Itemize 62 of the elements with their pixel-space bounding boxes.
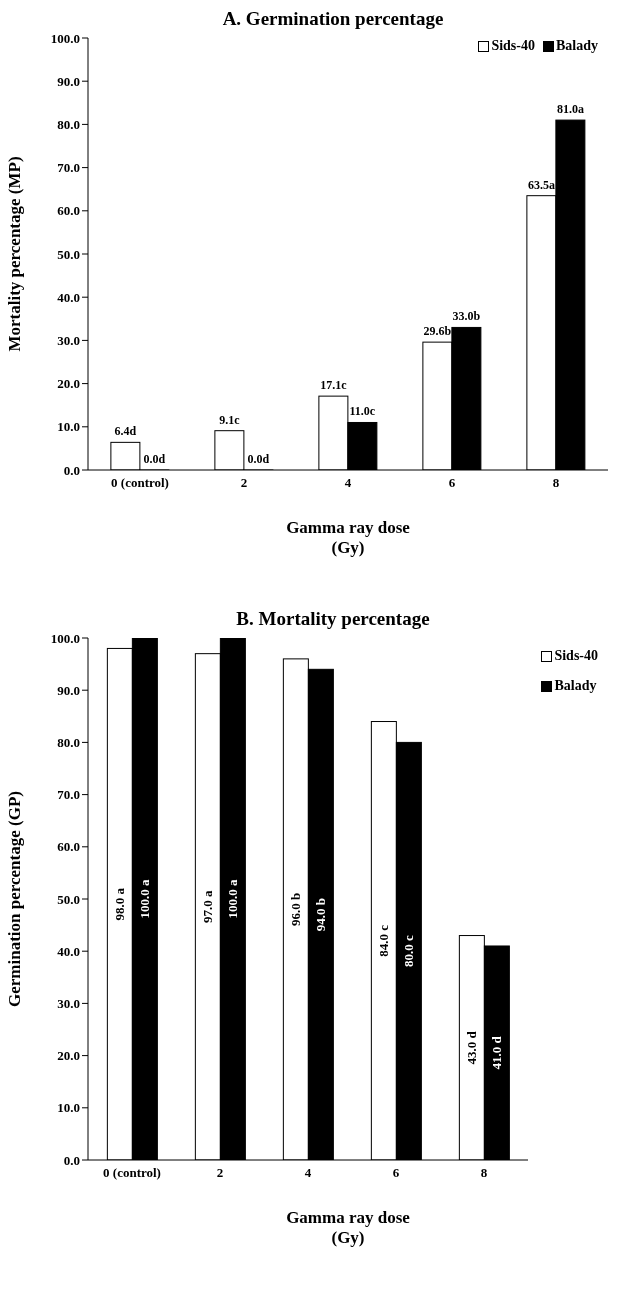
data-label: 84.0 c [376,924,392,957]
y-tick-label: 90.0 [57,73,80,89]
y-tick-label: 0.0 [63,462,80,478]
y-tick-label: 70.0 [57,160,80,176]
data-label: 63.5a [527,177,555,192]
y-tick-label: 80.0 [57,117,80,133]
y-tick-label: 40.0 [57,943,80,959]
data-label: 97.0 a [200,890,216,924]
data-label: 94.0 b [313,898,329,932]
legend-label: Balady [555,38,598,54]
data-label: 29.6b [423,324,452,339]
y-tick-label: 30.0 [57,333,80,349]
data-label: 0.0d [143,451,166,466]
x-tick-label: 8 [480,1165,488,1181]
y-tick-label: 60.0 [57,839,80,855]
y-tick-label: 20.0 [57,1048,80,1064]
y-tick-label: 60.0 [57,203,80,219]
x-tick-label: 4 [304,1165,312,1181]
data-label: 98.0 a [112,887,128,921]
data-label: 6.4d [114,424,137,439]
chart-title: A. Germination percentage [221,8,445,30]
y-tick-label: 30.0 [57,996,80,1012]
x-tick-label: 6 [392,1165,400,1181]
x-tick-label: 0 (control) [111,475,169,491]
y-tick-label: 50.0 [57,891,80,907]
y-tick-label: 50.0 [57,246,80,262]
data-label: 100.0 a [225,879,241,919]
x-tick-label: 2 [216,1165,224,1181]
x-tick-label: 0 (control) [103,1165,161,1181]
y-tick-label: 100.0 [50,30,80,46]
y-tick-label: 80.0 [57,735,80,751]
data-label: 0.0d [247,451,270,466]
legend-label: Sids-40 [490,38,535,54]
y-axis-title: Germination percentage (GP) [5,791,25,1007]
data-label: 17.1c [320,378,348,393]
x-tick-label: 4 [344,475,352,491]
chart-title: B. Mortality percentage [235,608,431,630]
y-axis-title: Mortality percentage (MP) [5,156,25,352]
y-tick-label: 40.0 [57,289,80,305]
y-tick-label: 0.0 [63,1152,80,1168]
data-label: 80.0 c [401,935,417,968]
y-tick-label: 20.0 [57,376,80,392]
x-axis-title: Gamma ray dose (Gy) [285,1208,411,1248]
legend-label: Balady [553,678,598,694]
x-tick-label: 8 [552,475,560,491]
data-label: 100.0 a [137,879,153,919]
y-tick-label: 10.0 [57,1100,80,1116]
data-label: 43.0 d [464,1030,480,1065]
data-label: 11.0c [349,404,376,419]
data-label: 41.0 d [489,1035,505,1070]
data-label: 81.0a [556,102,584,117]
legend-label: Sids-40 [553,648,598,664]
y-tick-label: 70.0 [57,787,80,803]
x-tick-label: 6 [448,475,456,491]
data-label: 33.0b [452,309,481,324]
y-tick-label: 90.0 [57,682,80,698]
y-tick-label: 100.0 [50,630,80,646]
y-tick-label: 10.0 [57,419,80,435]
data-label: 9.1c [219,412,241,427]
data-label: 96.0 b [288,892,304,927]
x-axis-title: Gamma ray dose (Gy) [285,518,411,558]
x-tick-label: 2 [240,475,248,491]
